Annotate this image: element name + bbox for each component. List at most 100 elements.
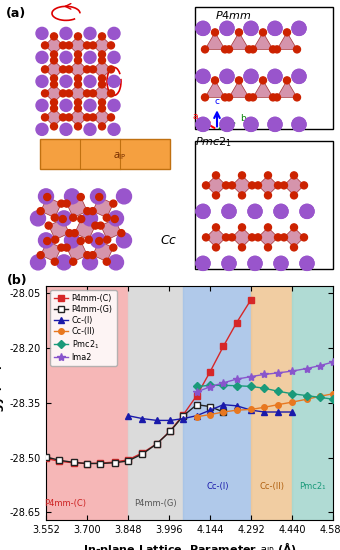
Circle shape [248,205,262,218]
Circle shape [66,42,72,49]
Pmc2$_1$ [208,382,212,389]
P4mm-(C) [208,368,212,375]
Circle shape [74,51,82,58]
Circle shape [255,234,261,241]
P4mm-(G) [168,428,172,435]
Circle shape [70,258,77,265]
Line: P4mm-(G): P4mm-(G) [43,402,226,466]
Circle shape [270,94,276,101]
Circle shape [211,77,219,84]
Circle shape [89,208,96,214]
Circle shape [255,182,261,189]
Circle shape [244,69,258,84]
Circle shape [110,244,117,251]
Circle shape [220,69,234,84]
Circle shape [108,51,120,63]
Ima2 [195,389,199,395]
Text: Cc-(I): Cc-(I) [206,482,228,491]
Text: Cc-(II): Cc-(II) [259,482,284,491]
Y-axis label: Energy (eV): Energy (eV) [0,364,4,442]
Circle shape [107,66,115,73]
Circle shape [196,69,210,84]
Circle shape [196,256,210,271]
Circle shape [292,69,306,84]
Polygon shape [69,108,87,127]
Ima2 [262,371,267,378]
Circle shape [220,21,234,35]
Circle shape [36,28,48,40]
Bar [46,286,128,520]
P4mm-(G) [72,459,76,466]
P4mm-(C) [140,449,144,456]
Circle shape [222,256,236,271]
Circle shape [259,29,267,36]
Ima2 [331,359,335,365]
Line: P4mm-(C): P4mm-(C) [43,297,254,466]
Circle shape [222,205,236,218]
Circle shape [274,256,288,271]
Bar [251,286,292,520]
Circle shape [104,236,111,243]
Circle shape [85,236,92,243]
Circle shape [196,256,210,271]
Circle shape [300,205,314,218]
P4mm-(G) [155,441,159,447]
Circle shape [111,216,118,223]
Circle shape [196,117,210,131]
Circle shape [51,123,57,130]
Circle shape [196,205,210,218]
Circle shape [117,233,132,248]
Circle shape [99,75,105,82]
Text: $P4mm$: $P4mm$ [215,9,252,21]
Circle shape [58,244,65,251]
Circle shape [63,244,70,251]
Text: $a_{\rm IP}$: $a_{\rm IP}$ [113,151,127,162]
Cc-(II) [195,414,199,420]
Circle shape [236,77,242,84]
Circle shape [51,258,58,265]
Circle shape [51,214,58,221]
Circle shape [31,211,46,226]
Circle shape [96,238,103,245]
Circle shape [238,224,245,231]
Circle shape [301,234,307,241]
P4mm-(C) [72,459,76,466]
Circle shape [89,90,97,97]
P4mm-(G) [57,457,61,464]
Polygon shape [67,241,87,262]
P4mm-(C) [249,296,253,303]
Circle shape [36,123,48,135]
Cc-(II) [262,404,267,410]
Circle shape [60,75,72,87]
P4mm-(G) [126,458,130,464]
Bar [40,139,170,169]
Circle shape [212,244,220,251]
Cc-(II) [318,393,322,400]
Cc-(I) [126,412,130,419]
Polygon shape [284,175,304,195]
Circle shape [51,99,57,106]
Polygon shape [93,84,111,102]
Cc-(I) [262,409,267,415]
Circle shape [60,51,72,63]
Circle shape [221,94,228,101]
Circle shape [196,21,210,35]
Bar [195,7,333,129]
Circle shape [110,200,117,207]
Circle shape [222,182,230,189]
Circle shape [222,234,230,241]
Circle shape [37,208,44,214]
Circle shape [290,192,298,199]
Circle shape [83,255,98,270]
P4mm-(G) [208,403,212,410]
Polygon shape [206,175,226,195]
P4mm-(C) [126,456,130,463]
Circle shape [99,33,105,40]
Ima2 [276,370,280,376]
Circle shape [90,233,105,248]
Circle shape [273,94,280,101]
Circle shape [83,211,98,226]
Cc-(I) [235,403,239,409]
Text: P4mm-(C): P4mm-(C) [44,499,86,508]
Circle shape [31,255,46,270]
